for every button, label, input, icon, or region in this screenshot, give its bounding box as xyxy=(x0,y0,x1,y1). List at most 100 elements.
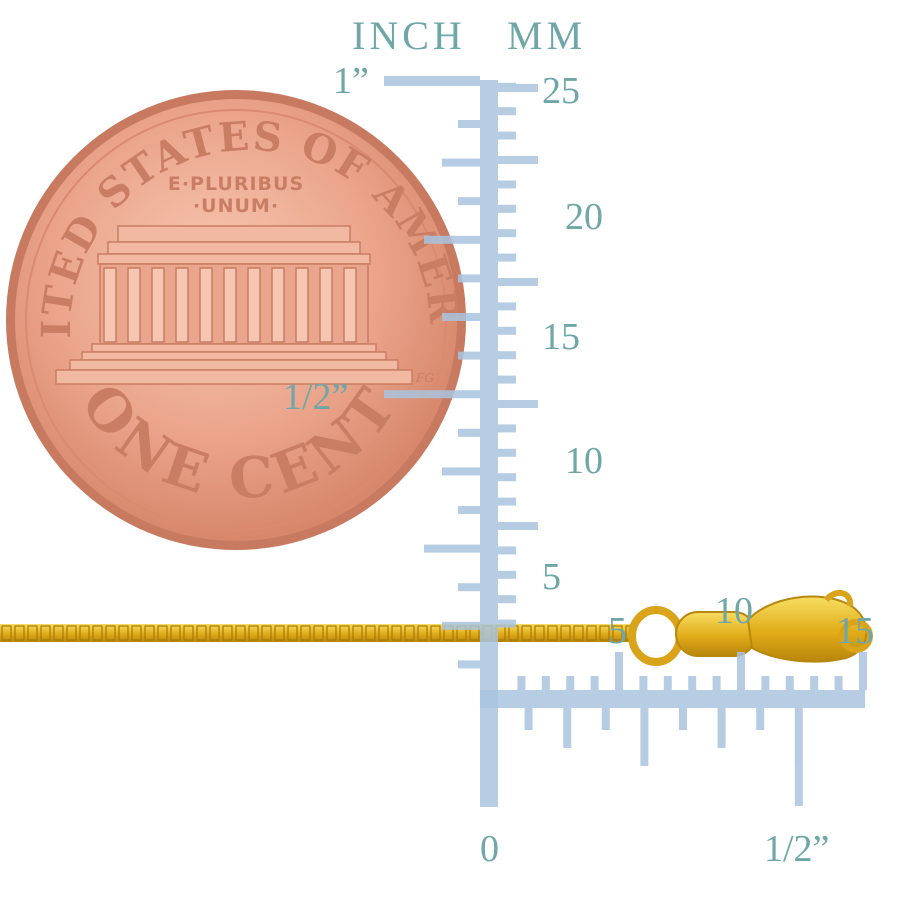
ruler-mm-tick xyxy=(810,676,819,690)
ruler-inch-tick xyxy=(458,583,480,592)
mm-label-25: 25 xyxy=(542,70,580,112)
ruler-inch-tick xyxy=(679,708,687,730)
chain-link xyxy=(209,625,220,641)
chain-link xyxy=(261,625,272,641)
chain-link xyxy=(521,625,532,641)
inch-label-1: 1” xyxy=(333,60,369,102)
ruler-inch-tick xyxy=(424,544,480,553)
ruler-inch-tick xyxy=(384,76,480,86)
chain-link xyxy=(352,625,363,641)
ruler-mm-tick xyxy=(639,676,648,690)
ruler-inch-tick xyxy=(640,708,649,766)
chain-link xyxy=(235,625,246,641)
ruler-inch-tick xyxy=(424,235,480,244)
coin-initials: FG xyxy=(415,371,434,385)
coin-motto-line2: ·UNUM· xyxy=(193,195,279,217)
mm-label-20: 20 xyxy=(565,196,603,238)
ruler-mm-tick xyxy=(566,676,575,690)
ruler-inch-tick xyxy=(442,158,480,167)
chain-link xyxy=(430,625,441,641)
ruler-inch-tick xyxy=(756,708,765,730)
ruler-mm-tick xyxy=(859,652,867,690)
chain-link xyxy=(79,625,90,641)
ruler-mm-tick xyxy=(498,570,516,579)
ruler-mm-tick xyxy=(498,180,516,189)
chain-link xyxy=(27,625,38,641)
ruler-mm-tick xyxy=(498,448,516,457)
chain-link xyxy=(1,625,12,641)
clasp-end-ring xyxy=(839,619,873,653)
chain-link xyxy=(326,625,337,641)
chain-link xyxy=(378,625,389,641)
chain-link xyxy=(365,625,376,641)
ruler-mm-tick xyxy=(498,107,516,116)
chain-link xyxy=(92,625,103,641)
mm-label-10: 10 xyxy=(565,440,603,482)
chain-strand xyxy=(0,624,636,642)
coin-motto-line1: E·PLURIBUS xyxy=(168,173,304,195)
chain-link xyxy=(560,625,571,641)
chain-link xyxy=(14,625,25,641)
chain-link xyxy=(534,625,545,641)
ruler-mm-tick xyxy=(498,131,516,140)
ruler-mm-tick xyxy=(498,375,516,384)
chain-link xyxy=(157,625,168,641)
gold-box-chain xyxy=(0,589,873,666)
chain-link xyxy=(300,625,311,641)
ruler-mm-tick xyxy=(498,278,538,286)
ruler-mm-tick xyxy=(498,473,516,482)
chain-link xyxy=(66,625,77,641)
ruler-mm-tick xyxy=(498,595,516,604)
ruler-mm-tick xyxy=(541,676,550,690)
ruler-inch-tick xyxy=(442,313,480,321)
chain-link xyxy=(287,625,298,641)
chain-link xyxy=(196,625,207,641)
inch-header-label: INCH xyxy=(352,13,466,58)
ruler-mm-tick xyxy=(737,652,745,690)
ruler-ticks xyxy=(384,76,867,806)
ruler-mm-tick xyxy=(498,522,538,530)
ruler-mm-tick xyxy=(498,546,516,555)
ruler-inch-tick xyxy=(717,708,726,748)
chain-link xyxy=(404,625,415,641)
mm-label-5-vertical: 5 xyxy=(542,556,561,598)
ruler-inch-tick xyxy=(458,351,480,360)
lincoln-memorial-icon xyxy=(55,225,413,385)
ruler-mm-tick xyxy=(498,497,516,506)
chain-link xyxy=(183,625,194,641)
inch-label-half-vertical: 1/2” xyxy=(283,376,349,418)
ruler-mm-tick xyxy=(498,229,516,238)
ruler-inch-tick xyxy=(524,708,533,730)
chain-link xyxy=(274,625,285,641)
ruler-mm-tick xyxy=(498,326,516,335)
ruler-inch-tick xyxy=(458,660,480,669)
ruler-mm-tick xyxy=(785,676,794,690)
mm-label-10-horizontal: 10 xyxy=(715,590,753,632)
ruler-inch-tick xyxy=(384,390,480,399)
chain-link xyxy=(105,625,116,641)
ruler-inch-tick xyxy=(458,120,480,128)
ruler-inch-tick xyxy=(563,708,572,748)
ruler-mm-tick xyxy=(498,253,516,262)
chain-link xyxy=(170,625,181,641)
ruler-mm-tick xyxy=(498,84,538,92)
ruler-mm-tick xyxy=(712,676,721,690)
ruler-mm-tick xyxy=(498,302,516,311)
ruler-horizontal-spine xyxy=(480,690,865,708)
ruler-mm-tick xyxy=(615,652,623,690)
chain-link xyxy=(248,625,259,641)
chain-link xyxy=(339,625,350,641)
ruler-inch-tick xyxy=(458,506,480,514)
ruler-inch-tick xyxy=(458,274,480,283)
chain-link xyxy=(547,625,558,641)
chain-link xyxy=(586,625,597,641)
chain-link xyxy=(599,625,610,641)
chain-link xyxy=(313,625,324,641)
chain-link xyxy=(131,625,142,641)
ruler-mm-tick xyxy=(834,676,843,690)
ruler-vertical-spine xyxy=(480,80,498,807)
ruler-mm-tick xyxy=(761,676,770,690)
chain-link xyxy=(573,625,584,641)
chain-link xyxy=(53,625,64,641)
